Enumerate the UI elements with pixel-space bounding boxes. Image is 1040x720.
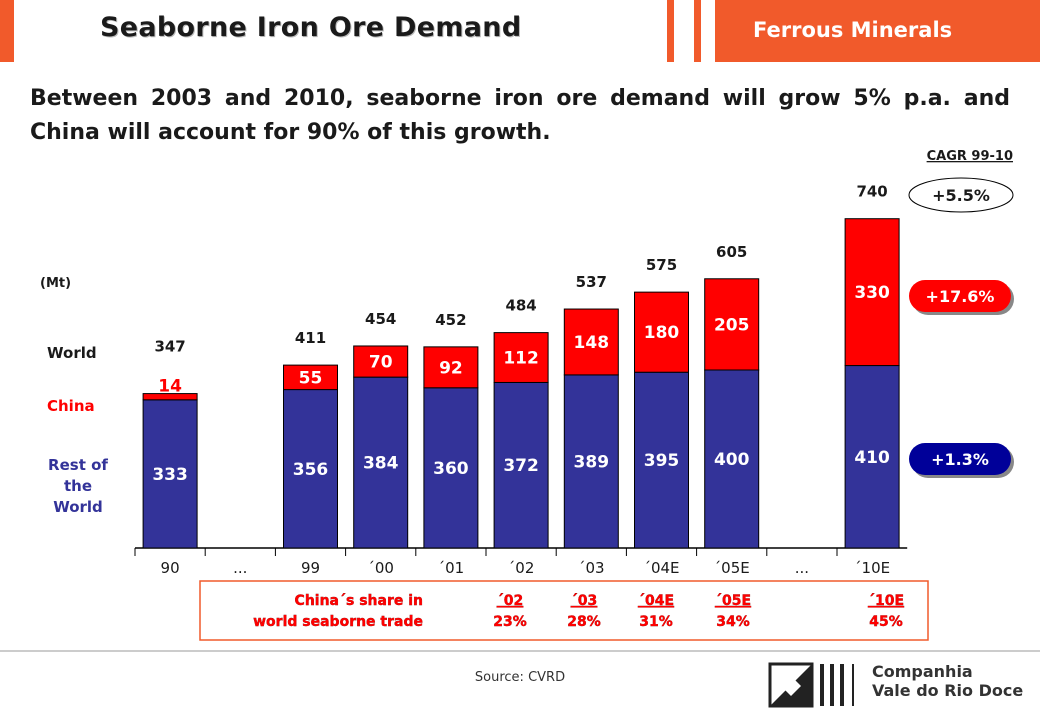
- share-year: ´10E: [868, 593, 904, 609]
- x-tick-label: 90: [161, 559, 180, 577]
- bar-rest-of-world: [283, 389, 338, 549]
- cagr-china-value: +17.6%: [926, 287, 995, 306]
- header-stripe: [667, 0, 674, 62]
- cagr-world-badge: [908, 177, 1014, 213]
- bar-rest-of-world: [142, 399, 198, 549]
- share-table-box: [199, 580, 929, 641]
- bar-china: [563, 308, 619, 376]
- bar-value-china: 112: [503, 349, 539, 369]
- share-value: 23%: [493, 614, 527, 630]
- header-section-band: [715, 0, 1040, 62]
- cagr-world-value: +5.5%: [932, 186, 990, 205]
- bar-total-label: 575: [646, 256, 677, 274]
- stacked-bar-chart: (Mt) World China Rest of the World 90 333 14 347.…: [40, 149, 1014, 641]
- cagr-title: CAGR 99-10: [927, 149, 1013, 164]
- cagr-china-badge: [909, 280, 1011, 312]
- x-tick-label: 99: [301, 559, 320, 577]
- x-tick-label: ´03: [578, 559, 605, 577]
- headline: Between 2003 and 2010, seaborne iron ore…: [30, 86, 1010, 145]
- bar-total-label: 537: [576, 273, 607, 291]
- unit-label: (Mt): [40, 276, 71, 291]
- rest-row-label: the: [64, 477, 92, 495]
- bar-value-rest: 360: [433, 459, 469, 479]
- bar-rest-of-world: [634, 371, 689, 549]
- share-year: ´02: [497, 593, 523, 609]
- share-label-line1: China´s share in: [295, 593, 423, 609]
- bar-total-label: 411: [295, 329, 326, 347]
- share-year: ´04E: [638, 593, 674, 609]
- share-year: ´03: [571, 593, 597, 609]
- bar-rest-of-world: [844, 365, 900, 549]
- cagr-rest-badge: [909, 443, 1011, 475]
- page-title: Seaborne Iron Ore Demand: [100, 12, 522, 43]
- cvrd-logo-icon: [768, 662, 854, 708]
- company-name: Companhia Vale do Rio Doce: [872, 662, 1023, 700]
- cagr-rest-value: +1.3%: [931, 450, 989, 469]
- bar-total-label: 347: [154, 338, 185, 356]
- bar-value-rest: 389: [574, 452, 610, 472]
- bar-value-rest: 356: [293, 460, 329, 480]
- x-tick-label: ´04E: [643, 559, 679, 577]
- bar-value-china: 205: [714, 315, 750, 335]
- source-note: Source: CVRD: [474, 670, 566, 685]
- bar-value-china: 92: [439, 358, 463, 378]
- footer-divider: [0, 650, 1040, 652]
- company-name-line2: Vale do Rio Doce: [872, 681, 1024, 700]
- bar-china: [353, 345, 409, 378]
- bar-total-label: 740: [856, 183, 887, 201]
- bar-value-china: 180: [644, 323, 680, 343]
- bar-total-label: 452: [435, 311, 466, 329]
- x-tick-label: ´10E: [854, 559, 890, 577]
- bar-china: [283, 364, 338, 391]
- bar-rest-of-world: [563, 374, 619, 549]
- share-label-line2: world seaborne trade: [253, 614, 423, 630]
- bar-value-china: 55: [299, 368, 323, 388]
- x-tick-label: ´02: [508, 559, 535, 577]
- bar-value-rest: 400: [714, 450, 750, 470]
- bar-value-china: 70: [369, 353, 393, 373]
- bar-value-rest: 372: [503, 456, 539, 476]
- bar-value-china: 14: [158, 377, 182, 397]
- bar-value-rest: 410: [854, 448, 890, 468]
- x-tick-label: ´05E: [714, 559, 750, 577]
- china-row-label: China: [47, 397, 95, 415]
- bar-value-rest: 333: [152, 465, 188, 485]
- bar-total-label: 605: [716, 243, 747, 261]
- share-value: 28%: [567, 614, 601, 630]
- share-value: 45%: [869, 614, 903, 630]
- bar-total-label: 484: [505, 297, 536, 315]
- bar-china: [493, 332, 549, 383]
- section-title: Ferrous Minerals: [753, 18, 953, 42]
- bar-value-china: 330: [854, 283, 890, 303]
- share-value: 34%: [716, 614, 750, 630]
- rest-row-label: Rest of: [48, 456, 108, 474]
- x-tick-label: ...: [233, 559, 247, 577]
- company-name-line1: Companhia: [872, 662, 973, 681]
- header-stripe: [694, 0, 701, 62]
- bar-rest-of-world: [704, 369, 760, 549]
- bar-value-rest: 384: [363, 454, 399, 474]
- bar-china: [704, 278, 760, 371]
- bar-value-rest: 395: [644, 451, 680, 471]
- share-year: ´05E: [715, 593, 751, 609]
- bar-china: [844, 218, 900, 367]
- share-value: 31%: [639, 614, 673, 630]
- bar-china: [634, 291, 689, 373]
- x-tick-label: ´01: [438, 559, 465, 577]
- bar-china: [423, 346, 479, 389]
- x-tick-label: ´00: [367, 559, 394, 577]
- rest-row-label: World: [53, 498, 103, 516]
- bar-value-china: 148: [574, 333, 610, 353]
- bar-total-label: 454: [365, 310, 396, 328]
- world-row-label: World: [47, 344, 97, 362]
- bar-china: [142, 393, 198, 401]
- x-tick-label: ...: [795, 559, 809, 577]
- header-accent-left: [0, 0, 14, 62]
